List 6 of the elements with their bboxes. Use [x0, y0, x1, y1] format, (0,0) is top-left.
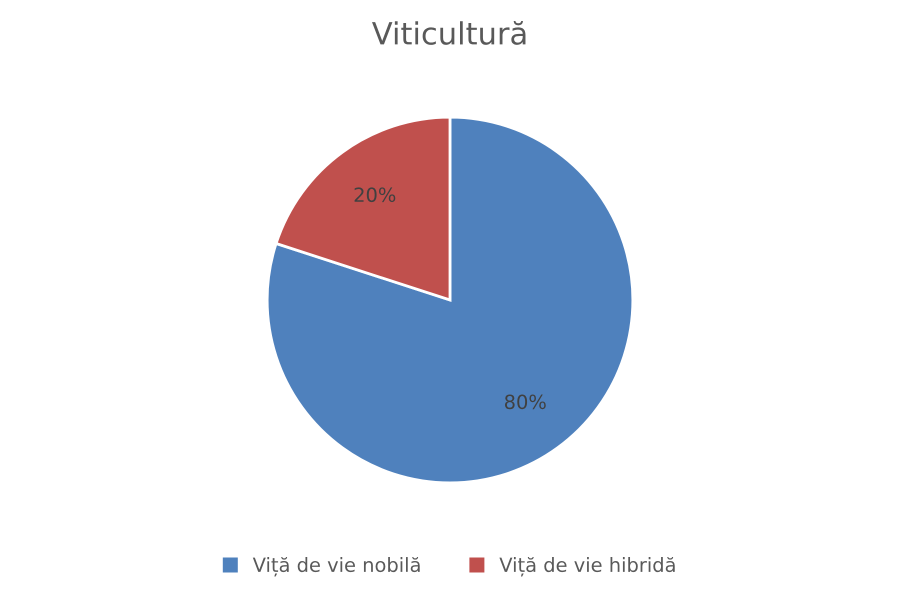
pie-slice	[266, 116, 634, 484]
data-label: 80%	[504, 394, 546, 410]
data-label: 20%	[354, 187, 396, 202]
legend-label: Viță de vie hibridă	[499, 556, 675, 576]
chart-title: Viticultură	[372, 21, 526, 45]
legend-label: Viță de vie nobilă	[252, 556, 420, 576]
